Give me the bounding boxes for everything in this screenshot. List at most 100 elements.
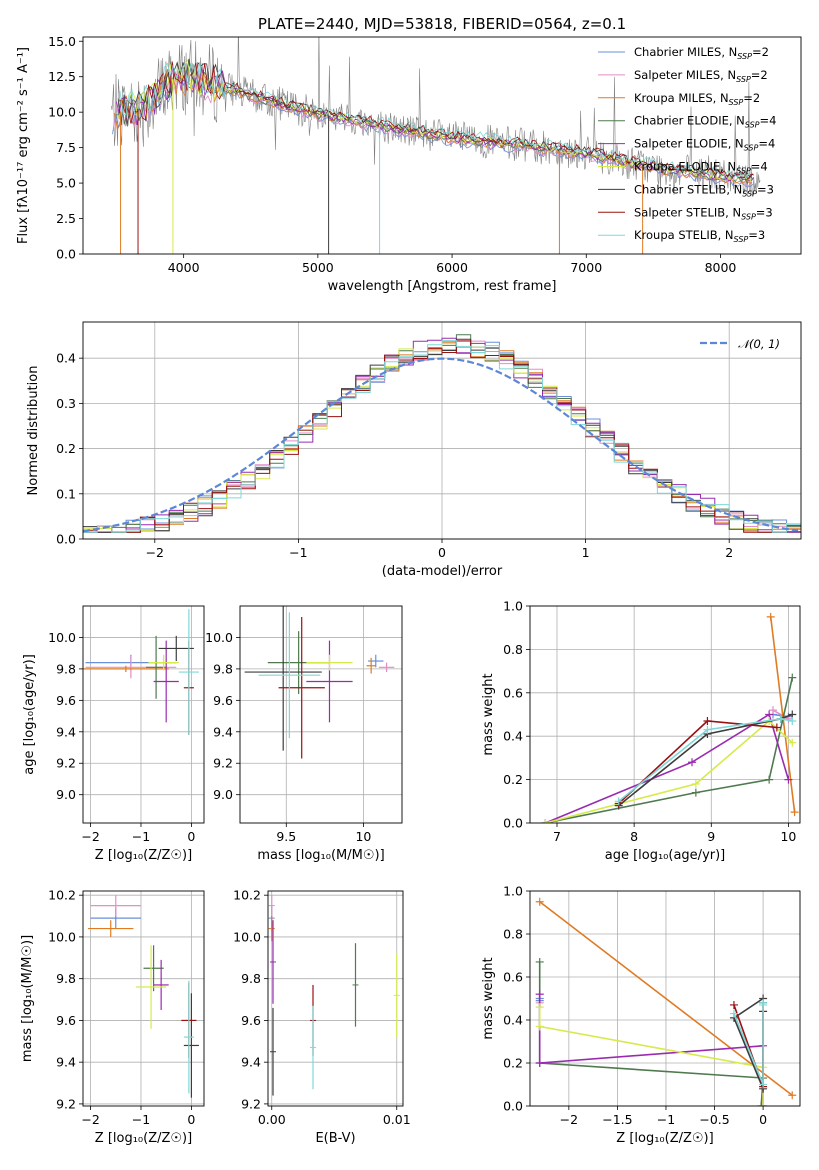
- y-tick-label: 9.8: [213, 661, 233, 676]
- y-tick-label: 7.5: [56, 140, 76, 155]
- series-point-kroupa-miles: [790, 808, 799, 817]
- errorbar-kroupa-stelib: [310, 1005, 316, 1090]
- y-tick-label: 0.2: [503, 772, 523, 787]
- errorbar-kroupa-miles: [88, 920, 134, 937]
- legend-suffix: =2: [751, 68, 768, 82]
- y-tick-label: 10.2: [233, 888, 261, 903]
- axes-frame: [239, 605, 403, 824]
- y-tick-label: 2.5: [56, 211, 76, 226]
- legend-entry-salpeter-stelib: Salpeter STELIB, NSSP=3: [634, 205, 773, 221]
- y-tick-label: 0.8: [503, 927, 523, 942]
- x-tick-label: −1.5: [602, 1112, 632, 1127]
- x-axis-label: E(B-V): [315, 1131, 355, 1146]
- y-tick-label: 1.0: [503, 884, 523, 899]
- axes: 4000 5000 6000 7000 8000 0.0 2.5 5.0 7.5 10.0 12.5…: [16, 34, 802, 294]
- y-tick-label: 9.2: [241, 1096, 261, 1111]
- x-tick-label: 0: [438, 545, 446, 560]
- plot-area: [244, 606, 395, 759]
- y-tick-label: 1.0: [503, 599, 523, 614]
- y-tick-label: 9.2: [56, 756, 76, 771]
- grid-lines: [240, 606, 402, 823]
- y-tick-label: 9.4: [241, 1055, 261, 1070]
- series-point-chabrier-elodie: [765, 775, 774, 784]
- grid-lines: [83, 891, 204, 1106]
- mass-weight-vs-metallicity-panel: −2 −1.5 −1 −0.5 0 0.0 0.2 0.4 0.6 0.8 1.0 Z [log₁₀(…: [481, 884, 801, 1146]
- series-point-kroupa-stelib: [776, 714, 785, 723]
- grid-lines: [83, 606, 204, 823]
- axes-frame: [82, 321, 802, 540]
- series-point-kroupa-stelib: [614, 797, 623, 806]
- legend-suffix: =2: [743, 91, 760, 105]
- x-axis-label: age [log₁₀(age/yr)]: [605, 848, 726, 863]
- axes: 7 8 9 10 0.0 0.2 0.4 0.6 0.8 1.0 age [log₁₀(age/yr…: [481, 599, 801, 863]
- legend-suffix: =4: [760, 114, 777, 128]
- y-tick-label: 0.8: [503, 642, 523, 657]
- age-vs-metallicity-panel: −2 −1 0 9.0 9.2 9.4 9.6 9.8 10.0 Z [log₁₀(Z/Z☉)] a…: [22, 605, 205, 863]
- errorbar-kroupa-miles: [268, 916, 275, 942]
- model-spectrum-kroupa-stelib: [119, 61, 753, 179]
- legend-entry-kroupa-elodie: Kroupa ELODIE, NSSP=4: [634, 160, 768, 176]
- spectrum-panel: 4000 5000 6000 7000 8000 0.0 2.5 5.0 7.5 10.0 12.5…: [16, 34, 802, 294]
- series-point-kroupa-miles: [788, 1091, 797, 1100]
- errorbar-chabrier-elodie: [143, 945, 164, 992]
- y-tick-label: 0.0: [503, 816, 523, 831]
- y-tick-label: 9.2: [213, 756, 233, 771]
- series-point-kroupa-elodie: [691, 779, 700, 788]
- y-tick-label: 0.0: [56, 532, 76, 547]
- plot-area: [83, 609, 199, 735]
- y-axis-label: mass weight: [481, 673, 496, 755]
- y-tick-label: 9.6: [241, 1013, 261, 1028]
- x-tick-label: −1: [132, 829, 150, 844]
- series-point-kroupa-elodie: [535, 1003, 544, 1012]
- y-tick-label: 0.4: [503, 729, 523, 744]
- mass-vs-extinction-panel: 0.00 0.01 9.2 9.4 9.6 9.8 10.0 10.2 E(B-V): [233, 888, 411, 1146]
- series-point-chabrier-elodie: [788, 673, 797, 682]
- errorbar-salpeter-miles: [378, 662, 395, 673]
- y-tick-label: 9.6: [56, 693, 76, 708]
- legend-entry-salpeter-elodie: Salpeter ELODIE, NSSP=4: [634, 137, 775, 153]
- legend-suffix: =4: [758, 137, 775, 151]
- y-tick-label: 9.4: [56, 724, 76, 739]
- axes-frame: [267, 890, 404, 1107]
- x-tick-label: −1: [132, 1112, 150, 1127]
- series-line-salpeter-elodie: [545, 713, 790, 823]
- series-point-salpeter-elodie: [784, 775, 793, 784]
- axes-frame: [82, 605, 205, 824]
- series-line-chabrier-elodie: [545, 677, 794, 823]
- age-vs-mass-panel: 9.5 10 9.0 9.2 9.4 9.6 9.8 10.0 mass [log₁₀(M/M☉…: [205, 605, 403, 863]
- x-tick-label: −2: [81, 1112, 99, 1127]
- series-point-kroupa-miles: [766, 612, 775, 621]
- grid-lines: [268, 891, 403, 1106]
- axes-frame: [529, 605, 801, 824]
- x-axis-label: Z [log₁₀(Z/Z☉)]: [95, 1131, 192, 1146]
- y-tick-label: 0.0: [503, 1099, 523, 1114]
- legend-entry-chabrier-miles: Chabrier MILES, NSSP=2: [634, 45, 769, 61]
- series-point-kroupa-miles: [535, 897, 544, 906]
- series-point-kroupa-stelib: [759, 1000, 768, 1009]
- axes-frame: [529, 890, 801, 1107]
- model-spectrum-kroupa-miles: [114, 66, 753, 184]
- axes: 0.00 0.01 9.2 9.4 9.6 9.8 10.0 10.2 E(B-V): [233, 888, 411, 1146]
- legend-subscript: SSP: [729, 98, 744, 107]
- legend-suffix: =3: [748, 228, 765, 242]
- y-tick-label: 9.0: [213, 787, 233, 802]
- legend-entry-normal: 𝒩(0, 1): [738, 337, 780, 351]
- x-tick-label: −2: [81, 829, 99, 844]
- y-tick-label: 0.1: [56, 486, 76, 501]
- x-tick-label: −2: [146, 545, 164, 560]
- errorbar-chabrier-stelib: [270, 1007, 276, 1096]
- y-tick-label: 5.0: [56, 176, 76, 191]
- series-point-chabrier-elodie: [691, 788, 700, 797]
- y-tick-label: 9.2: [56, 1096, 76, 1111]
- legend-subscript: SSP: [734, 235, 749, 244]
- series-point-salpeter-elodie: [535, 990, 544, 999]
- y-axis-label: Normed distribution: [26, 366, 41, 496]
- errorbar-chabrier-elodie: [146, 635, 167, 699]
- y-tick-label: 9.8: [56, 661, 76, 676]
- errorbar-kroupa-stelib: [183, 980, 194, 1094]
- x-tick-label: 8000: [705, 260, 737, 275]
- errorbar-kroupa-miles: [83, 665, 169, 673]
- y-axis-label: mass weight: [481, 957, 496, 1039]
- y-tick-label: 9.4: [213, 724, 233, 739]
- model-spectrum-kroupa-elodie: [116, 58, 753, 183]
